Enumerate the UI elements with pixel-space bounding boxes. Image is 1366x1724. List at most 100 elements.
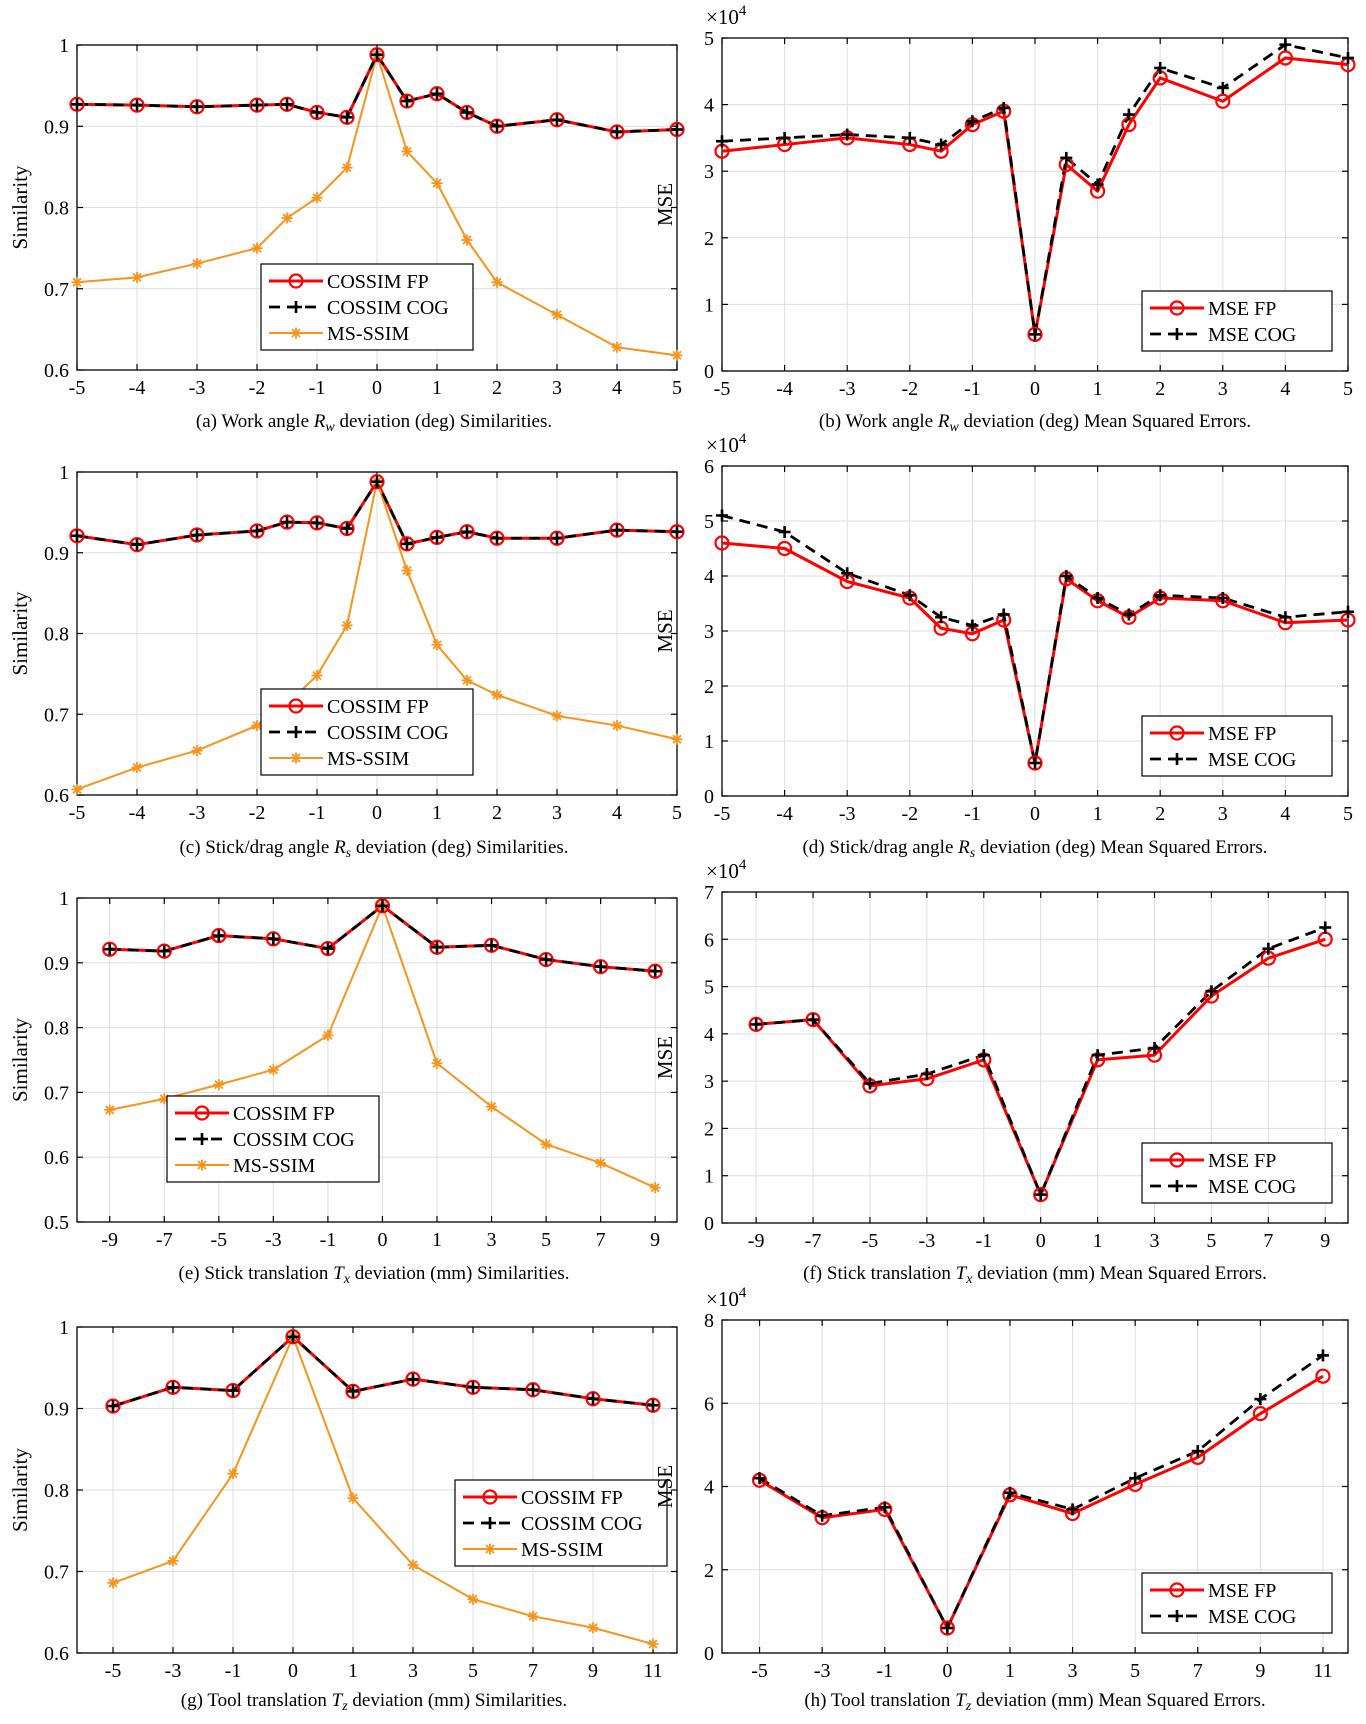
- data-point-cog: [491, 532, 503, 545]
- data-point-msssim: [595, 1157, 607, 1169]
- star-stroke: [282, 213, 292, 223]
- y-tick-label: 0.7: [44, 1082, 69, 1104]
- y-tick-label: 2: [704, 1118, 714, 1140]
- data-point-msssim: [131, 762, 143, 774]
- data-point-msssim: [401, 145, 413, 157]
- x-axis: -5 -4 -3 -2 -1 0 1 2 3 4 5: [69, 472, 682, 824]
- x-tick-label: 11: [1313, 1660, 1332, 1682]
- legend-marker-fp: [1169, 1152, 1185, 1168]
- x-tick-label: 1: [1093, 1230, 1103, 1252]
- x-tick-label: 0: [942, 1660, 952, 1682]
- legend-label: MS-SSIM: [521, 1539, 603, 1561]
- legend-marker-fp: [1169, 725, 1185, 741]
- caption-subscript: s: [970, 846, 976, 861]
- data-point-fp: [189, 99, 205, 115]
- data-point-fp: [489, 530, 505, 546]
- star-stroke: [72, 784, 82, 794]
- data-point-cog: [431, 531, 443, 544]
- data-point-cog: [227, 1384, 239, 1397]
- caption-text: (f) Stick translation: [803, 1263, 956, 1284]
- x-tick-label: 5: [672, 802, 682, 824]
- x-tick-label: -3: [189, 377, 206, 399]
- data-point-fp: [805, 1012, 821, 1028]
- caption: (c) Stick/drag angle Rs deviation (deg) …: [179, 837, 568, 861]
- legend-marker-cog: [484, 1517, 496, 1529]
- x-tick-label: 9: [1320, 1230, 1330, 1252]
- data-point-cog: [1003, 1486, 1016, 1499]
- data-point-fp: [102, 941, 118, 957]
- data-point-cog: [158, 945, 171, 958]
- star-stroke: [192, 258, 202, 269]
- legend-marker-fp: [288, 273, 304, 289]
- data-point-cog: [1216, 592, 1229, 604]
- data-point-fp: [645, 1397, 661, 1413]
- y-tick-label: 6: [704, 1393, 714, 1415]
- data-point-cog: [167, 1381, 179, 1394]
- data-point-cog: [1279, 38, 1292, 51]
- data-point-msssim: [461, 234, 473, 246]
- data-point-msssim: [551, 710, 563, 722]
- data-point-fp: [129, 97, 145, 113]
- data-point-cog: [778, 131, 791, 144]
- data-point-cog: [1060, 570, 1073, 582]
- star-stroke: [214, 1080, 224, 1090]
- chart-e: -9 -7 -5 -3 -1 0 1 3 5 7 9 0.5 0.6 0.7 0.8 0.9 1 Similari…: [8, 888, 678, 1287]
- data-point-cog: [1091, 592, 1104, 604]
- caption: (f) Stick translation Tx deviation (mm) …: [803, 1263, 1267, 1287]
- data-point-cog: [71, 529, 83, 542]
- y-tick-label: 1: [59, 888, 69, 910]
- star-stroke: [462, 675, 472, 685]
- caption-text: (h) Tool translation: [804, 1690, 955, 1711]
- data-point-cog: [251, 99, 263, 112]
- data-point-fp: [593, 959, 609, 975]
- y-tick-label: 0.9: [44, 1399, 69, 1421]
- x-tick-label: 4: [1280, 378, 1290, 400]
- data-point-fp: [105, 1398, 121, 1414]
- x-tick-label: 3: [1068, 1660, 1078, 1682]
- y-tick-label: 0.7: [44, 704, 69, 726]
- data-point-cog: [997, 101, 1010, 114]
- data-point-cog: [1279, 611, 1292, 624]
- data-point-cog: [1122, 608, 1135, 621]
- caption-symbol: R: [313, 411, 326, 432]
- legend: COSSIM FP COSSIM COG MS-SSIM: [454, 1479, 668, 1567]
- data-point-cog: [649, 965, 662, 978]
- star-stroke: [541, 1139, 551, 1149]
- plot-frame: [721, 891, 1349, 1224]
- data-point-cog: [1029, 328, 1041, 341]
- y-tick-label: 0: [704, 1213, 714, 1235]
- legend-label: MSE COG: [1208, 1176, 1296, 1198]
- legend-box: [1141, 1572, 1333, 1634]
- y-axis-label: Similarity: [8, 165, 32, 250]
- legend-label: COSSIM FP: [327, 696, 429, 718]
- plot-frame: [76, 897, 678, 1223]
- data-point-msssim: [131, 271, 143, 283]
- data-point-fp: [189, 527, 205, 543]
- data-point-cog: [1091, 1049, 1104, 1062]
- legend-box: [1141, 290, 1333, 352]
- x-tick-label: -1: [964, 378, 981, 400]
- data-point-msssim: [649, 1182, 661, 1194]
- legend: COSSIM FP COSSIM COG MS-SSIM: [260, 688, 474, 776]
- caption-symbol: T: [332, 1690, 344, 1711]
- y-tick-label: 8: [704, 1310, 714, 1332]
- legend-label: COSSIM COG: [327, 297, 449, 319]
- data-point-fp: [339, 109, 355, 125]
- star-stroke: [408, 1560, 418, 1570]
- data-point-fp: [538, 951, 554, 968]
- star-stroke: [168, 1556, 178, 1566]
- data-point-fp: [459, 524, 475, 540]
- x-tick-label: 3: [1218, 378, 1228, 400]
- x-tick-label: -1: [975, 1230, 992, 1252]
- x-tick-label: 11: [643, 1660, 662, 1682]
- star-stroke: [402, 146, 412, 157]
- legend-marker-cog: [1171, 1180, 1183, 1192]
- data-point-fp: [465, 1379, 481, 1395]
- series-line-cog: [756, 926, 1326, 1197]
- x-tick-label: 1: [432, 802, 442, 824]
- y-tick-label: 0.8: [44, 198, 69, 220]
- data-point-cog: [920, 1068, 933, 1081]
- data-point-cog: [540, 953, 553, 966]
